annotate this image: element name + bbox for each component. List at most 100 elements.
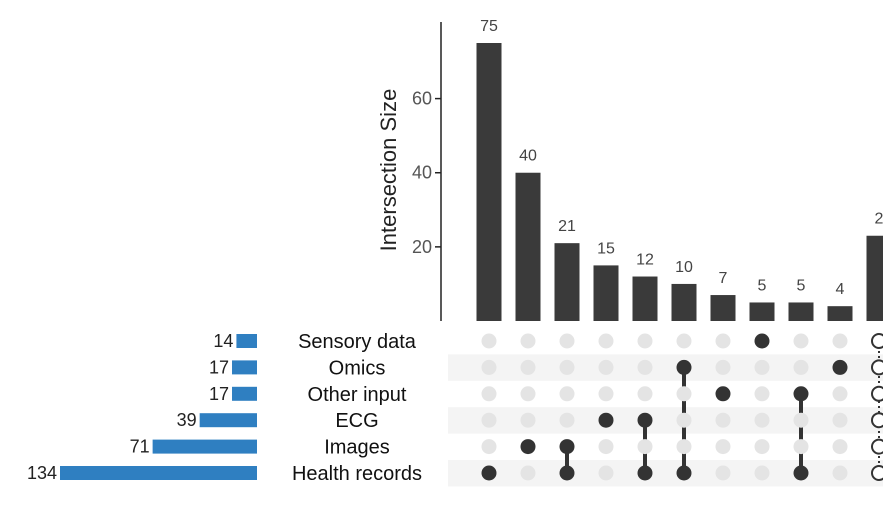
intersection-bar-label: 5 bbox=[758, 277, 767, 294]
intersection-bar-label: 10 bbox=[675, 259, 693, 276]
set-size-bars: 14 Sensory data 17 Omics 17 Other input 39 ECG 7… bbox=[27, 331, 422, 485]
set-size-bar-health-records bbox=[60, 466, 257, 480]
intersection-bar-label: 2 bbox=[875, 211, 883, 228]
set-size-bar-other-input bbox=[232, 386, 257, 401]
matrix-dot-on bbox=[793, 386, 809, 402]
matrix-dot-off bbox=[715, 465, 731, 481]
y-axis: Intersection Size 20 40 60 bbox=[376, 22, 442, 321]
matrix-dot-on bbox=[832, 359, 848, 375]
intersection-bar bbox=[554, 243, 580, 321]
set-name-sensory-data: Sensory data bbox=[298, 331, 417, 353]
matrix-dot-off bbox=[715, 333, 731, 349]
set-size-bar-images bbox=[152, 439, 257, 454]
matrix-dot-off bbox=[793, 439, 809, 455]
matrix-dot-off bbox=[520, 333, 536, 349]
set-name-other-input: Other input bbox=[308, 384, 407, 406]
matrix-dot-off bbox=[676, 412, 692, 428]
matrix-dot-off bbox=[559, 412, 575, 428]
set-size-bar-omics bbox=[232, 360, 257, 375]
intersection-bar bbox=[788, 302, 814, 321]
matrix-dot-off bbox=[754, 465, 770, 481]
intersection-bar bbox=[671, 283, 697, 321]
matrix-dot-on bbox=[598, 412, 614, 428]
set-size-label: 39 bbox=[177, 410, 197, 430]
set-size-label: 14 bbox=[213, 331, 233, 351]
matrix-dot-off bbox=[715, 359, 731, 375]
matrix-dot-on bbox=[871, 333, 883, 349]
matrix-dot-on bbox=[871, 359, 883, 376]
y-tick-label: 60 bbox=[412, 89, 432, 109]
set-name-ecg: ECG bbox=[335, 410, 378, 432]
matrix-dot-on bbox=[676, 359, 692, 375]
intersection-matrix bbox=[481, 333, 883, 481]
matrix-dot-off bbox=[676, 333, 692, 349]
intersection-bar bbox=[593, 265, 619, 321]
matrix-dot-off bbox=[793, 412, 809, 428]
set-size-label: 134 bbox=[27, 463, 57, 483]
set-size-label: 17 bbox=[209, 384, 229, 404]
matrix-dot-off bbox=[559, 386, 575, 402]
matrix-stripe bbox=[448, 460, 883, 487]
set-size-bar-ecg bbox=[199, 413, 257, 428]
y-tick-label: 20 bbox=[412, 237, 432, 257]
matrix-dot-off bbox=[598, 465, 614, 481]
matrix-dot-off bbox=[520, 386, 536, 402]
matrix-dot-on bbox=[871, 465, 883, 481]
set-name-health-records: Health records bbox=[292, 463, 422, 485]
intersection-bar bbox=[476, 43, 502, 321]
intersection-bar-label: 5 bbox=[797, 277, 806, 294]
intersection-bar-label: 21 bbox=[558, 218, 576, 235]
matrix-dot-off bbox=[598, 439, 614, 455]
matrix-dot-off bbox=[481, 386, 497, 402]
matrix-dot-off bbox=[715, 439, 731, 455]
intersection-bar-label: 15 bbox=[597, 240, 615, 257]
matrix-dot-off bbox=[754, 412, 770, 428]
matrix-stripes bbox=[448, 354, 883, 487]
matrix-dot-off bbox=[676, 386, 692, 402]
matrix-dot-on bbox=[676, 465, 692, 481]
matrix-dot-on bbox=[637, 465, 653, 481]
matrix-dot-off bbox=[832, 386, 848, 402]
set-size-label: 17 bbox=[209, 357, 229, 377]
intersection-bar-label: 75 bbox=[480, 18, 498, 35]
matrix-dot-off bbox=[481, 412, 497, 428]
matrix-dot-off bbox=[832, 465, 848, 481]
matrix-dot-on bbox=[871, 385, 883, 402]
matrix-dot-on bbox=[754, 333, 770, 349]
matrix-dot-on bbox=[520, 439, 536, 455]
matrix-dot-off bbox=[715, 412, 731, 428]
matrix-dot-on bbox=[481, 465, 497, 481]
matrix-stripe bbox=[448, 407, 883, 434]
matrix-dot-on bbox=[715, 386, 731, 402]
matrix-dot-off bbox=[559, 359, 575, 375]
set-name-omics: Omics bbox=[329, 357, 386, 379]
matrix-dot-on bbox=[637, 412, 653, 428]
matrix-dot-on bbox=[793, 465, 809, 481]
matrix-dot-off bbox=[832, 333, 848, 349]
matrix-stripe bbox=[448, 354, 883, 381]
intersection-bar bbox=[515, 172, 541, 321]
matrix-dot-off bbox=[832, 412, 848, 428]
intersection-bar bbox=[632, 276, 658, 321]
set-name-images: Images bbox=[324, 437, 390, 459]
matrix-dot-off bbox=[598, 333, 614, 349]
matrix-dot-off bbox=[793, 333, 809, 349]
matrix-dot-off bbox=[754, 439, 770, 455]
set-size-label: 71 bbox=[130, 437, 150, 457]
matrix-dot-off bbox=[481, 439, 497, 455]
intersection-bar bbox=[710, 295, 736, 321]
matrix-dot-off bbox=[520, 359, 536, 375]
intersection-bar bbox=[749, 302, 775, 321]
matrix-dot-off bbox=[637, 359, 653, 375]
set-size-bar-sensory-data bbox=[236, 334, 257, 348]
matrix-dot-on bbox=[871, 412, 883, 429]
y-axis-title: Intersection Size bbox=[376, 89, 401, 252]
matrix-dot-off bbox=[520, 412, 536, 428]
matrix-dot-off bbox=[676, 439, 692, 455]
matrix-dot-on bbox=[559, 439, 575, 455]
matrix-dot-off bbox=[481, 333, 497, 349]
matrix-dot-on bbox=[559, 465, 575, 481]
matrix-dot-off bbox=[754, 386, 770, 402]
intersection-bar-label: 12 bbox=[636, 252, 654, 269]
